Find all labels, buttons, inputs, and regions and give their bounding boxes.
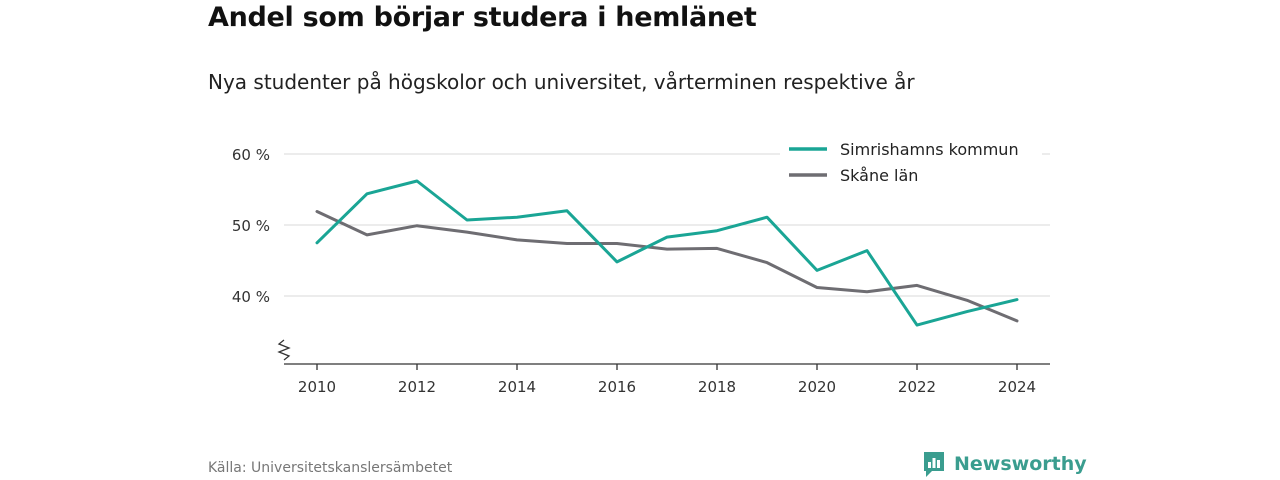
y-tick-label-1: 50 % — [232, 217, 270, 235]
x-tick-label-2: 2014 — [498, 378, 536, 396]
y-tick-label-2: 60 % — [232, 146, 270, 164]
chart-title: Andel som börjar studera i hemlänet — [208, 2, 757, 33]
x-tick-label-7: 2024 — [998, 378, 1036, 396]
series-line-0 — [315, 179, 1019, 327]
x-tick-label-4: 2018 — [698, 378, 736, 396]
bar-chart-speech-bubble-icon — [924, 452, 944, 477]
legend-background — [780, 134, 1042, 192]
x-tick-label-0: 2010 — [298, 378, 336, 396]
brand-logo: Newsworthy — [922, 450, 1087, 478]
legend-label-1: Skåne län — [840, 166, 918, 185]
chart-subtitle: Nya studenter på högskolor och universit… — [208, 70, 915, 94]
x-tick-label-6: 2022 — [898, 378, 936, 396]
x-tick-label-3: 2016 — [598, 378, 636, 396]
x-tick-label-5: 2020 — [798, 378, 836, 396]
y-axis-break-icon — [277, 339, 291, 361]
legend-label-0: Simrishamns kommun — [840, 140, 1019, 159]
source-note: Källa: Universitetskanslersämbetet — [208, 460, 453, 476]
y-tick-label-0: 40 % — [232, 288, 270, 306]
brand-name: Newsworthy — [954, 453, 1087, 475]
x-tick-label-1: 2012 — [398, 378, 436, 396]
series-line-1 — [315, 210, 1019, 323]
